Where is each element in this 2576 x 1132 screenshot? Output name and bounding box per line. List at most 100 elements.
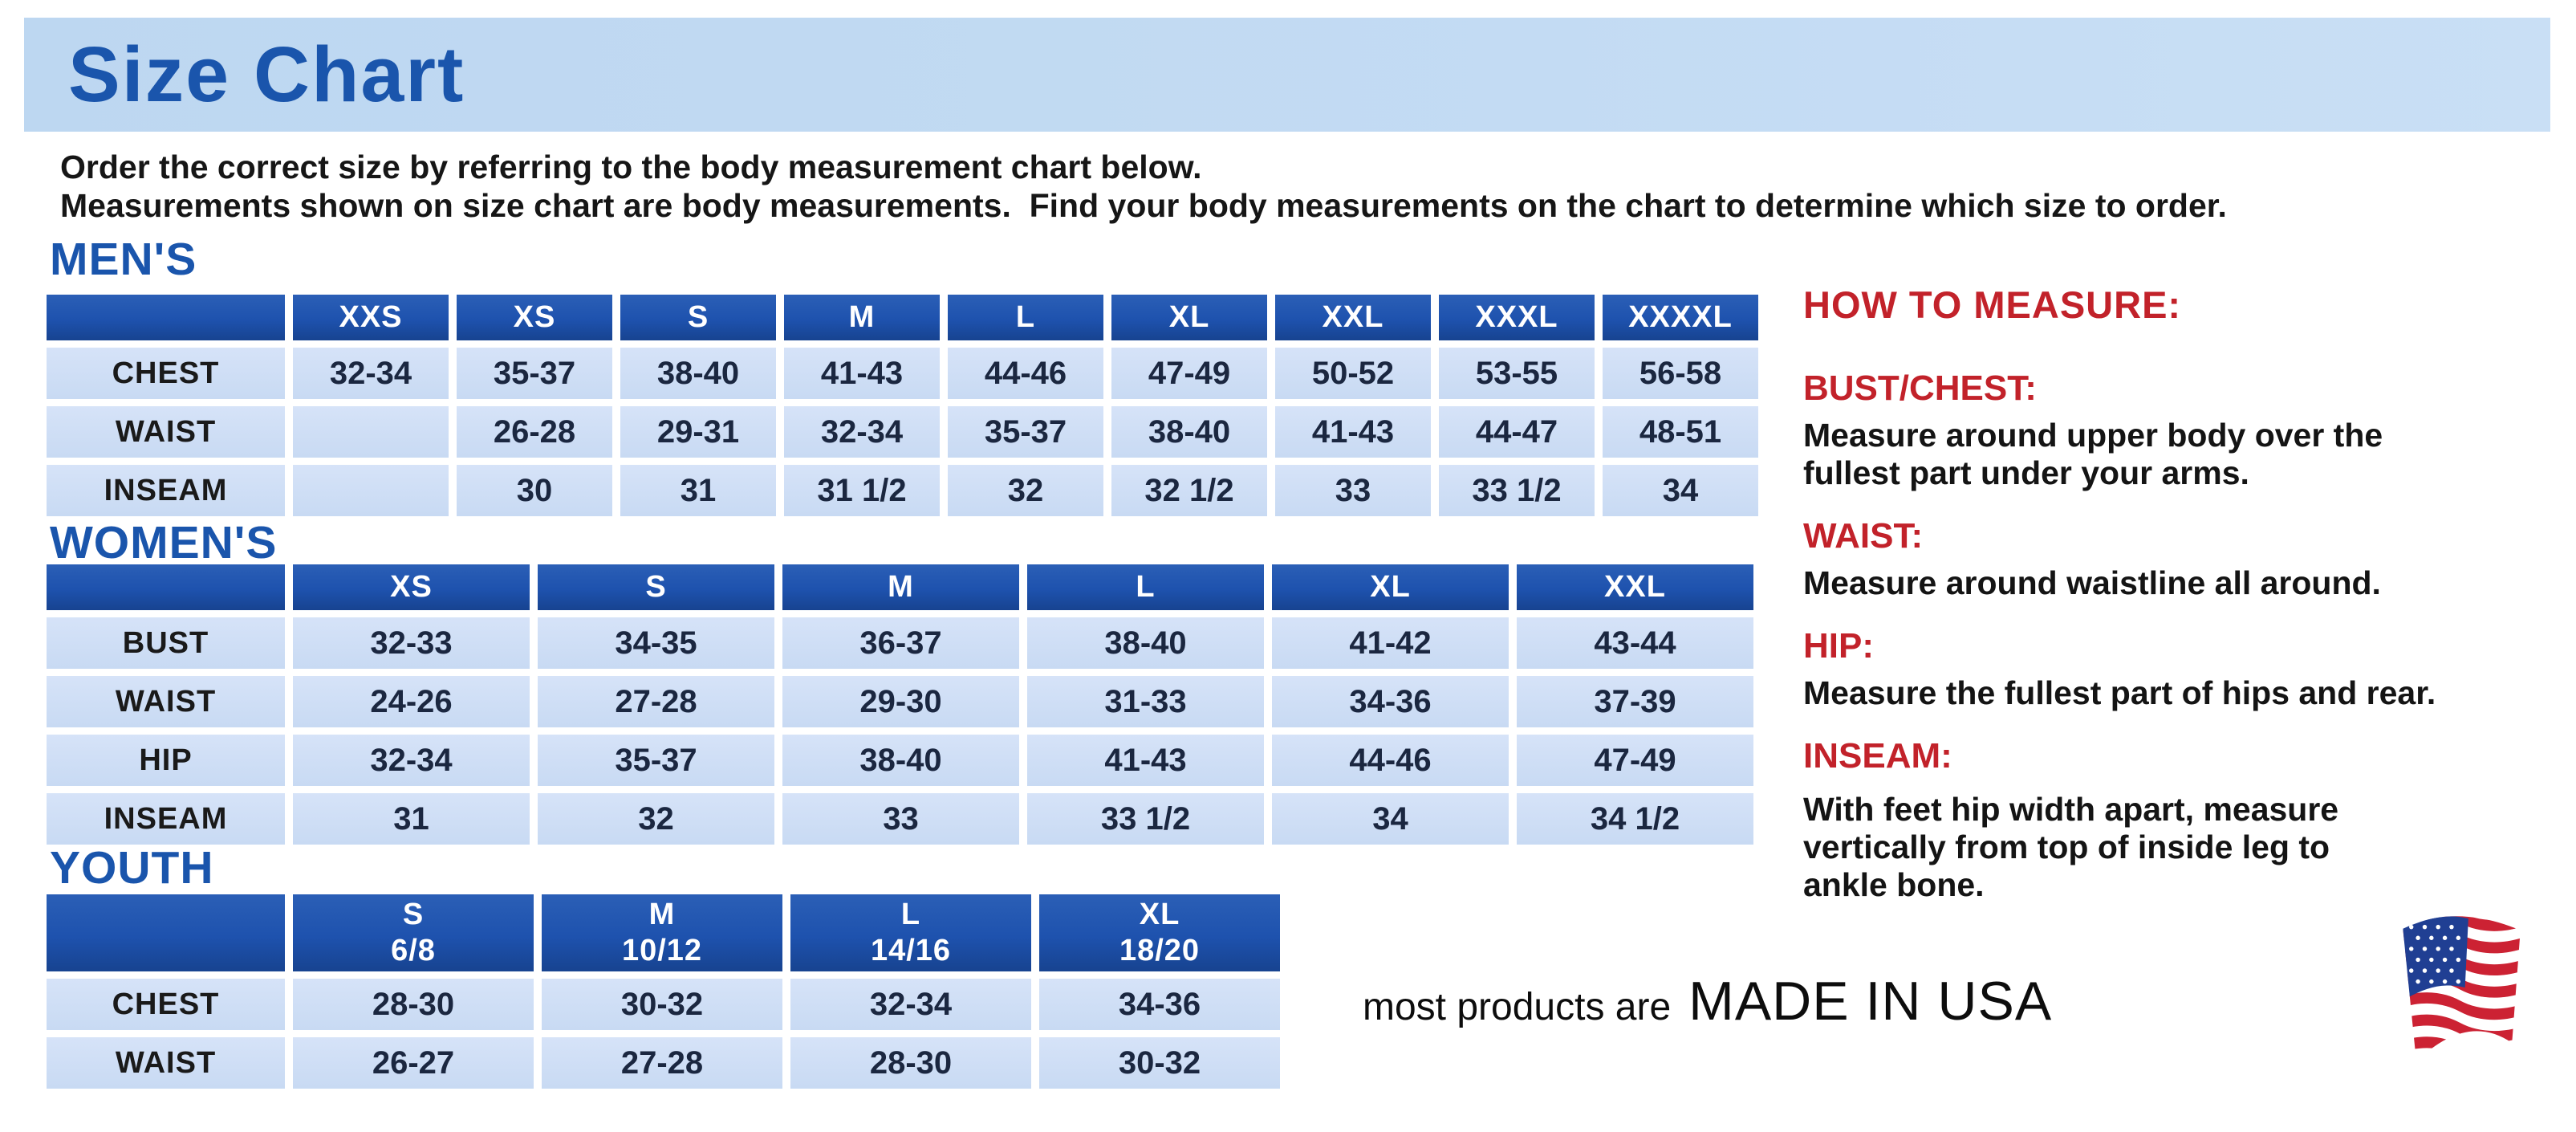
measure-text: Measure the fullest part of hips and rea… xyxy=(1803,674,2436,711)
size-cell: 28-30 xyxy=(790,1037,1031,1089)
measure-text: Measure around waistline all around. xyxy=(1803,564,2381,601)
size-cell: 41-43 xyxy=(1275,406,1431,458)
size-cell: 34-36 xyxy=(1039,979,1280,1030)
column-header: L xyxy=(948,295,1103,340)
size-cell: 53-55 xyxy=(1439,348,1595,399)
header-row: XXS XS S M L XL XXL XXXL XXXXL xyxy=(47,295,1758,340)
column-header: XXXL xyxy=(1439,295,1595,340)
table-row: CHEST 28-30 30-32 32-34 34-36 xyxy=(47,979,1280,1030)
header-row: S 6/8 M 10/12 L 14/16 XL 18/20 xyxy=(47,894,1280,971)
size-cell: 35-37 xyxy=(538,735,774,786)
row-label: INSEAM xyxy=(47,793,285,845)
size-cell: 27-28 xyxy=(538,676,774,727)
column-header-range: 18/20 xyxy=(1119,934,1201,967)
womens-size-table: XS S M L XL XXL BUST 32-33 34-35 36-37 38-40 41-42 4… xyxy=(39,557,1761,852)
measure-item-waist: WAIST: Measure around waistline all arou… xyxy=(1803,516,2550,602)
column-header: S xyxy=(538,564,774,610)
title-banner: Size Chart xyxy=(24,18,2550,132)
column-header: L xyxy=(1027,564,1264,610)
how-to-measure-section: HOW TO MEASURE: BUST/CHEST: Measure arou… xyxy=(1803,283,2550,928)
mens-size-table: XXS XS S M L XL XXL XXXL XXXXL CHEST 32-34 35-37 38-… xyxy=(39,287,1766,523)
size-cell: 32-34 xyxy=(293,348,449,399)
column-header-range: 14/16 xyxy=(870,934,952,967)
size-cell: 30-32 xyxy=(1039,1037,1280,1089)
size-cell: 26-27 xyxy=(293,1037,534,1089)
column-header: XL 18/20 xyxy=(1039,894,1280,971)
size-cell: 28-30 xyxy=(293,979,534,1030)
measure-label: BUST/CHEST: xyxy=(1803,369,2037,408)
table-row: BUST 32-33 34-35 36-37 38-40 41-42 43-44 xyxy=(47,617,1753,669)
size-cell: 38-40 xyxy=(1027,617,1264,669)
size-cell: 47-49 xyxy=(1517,735,1753,786)
corner-cell xyxy=(47,295,285,340)
size-cell: 56-58 xyxy=(1603,348,1758,399)
womens-section-heading: WOMEN'S xyxy=(50,517,278,568)
table-row: WAIST 26-27 27-28 28-30 30-32 xyxy=(47,1037,1280,1089)
row-label: CHEST xyxy=(47,348,285,399)
size-cell: 29-31 xyxy=(620,406,776,458)
usa-flag-icon xyxy=(2403,916,2521,1061)
column-header: XS xyxy=(457,295,612,340)
size-cell: 33 1/2 xyxy=(1439,465,1595,516)
measure-label: INSEAM: xyxy=(1803,736,1952,776)
column-header: XL xyxy=(1111,295,1267,340)
column-header-size: L xyxy=(900,898,921,932)
size-cell: 31-33 xyxy=(1027,676,1264,727)
how-to-measure-heading: HOW TO MEASURE: xyxy=(1803,283,2182,326)
column-header: M xyxy=(782,564,1019,610)
youth-section-heading: YOUTH xyxy=(50,842,214,894)
size-cell xyxy=(293,406,449,458)
size-cell: 30 xyxy=(457,465,612,516)
size-cell: 32-33 xyxy=(293,617,530,669)
size-cell: 44-46 xyxy=(1272,735,1509,786)
footer-prefix-text: most products are xyxy=(1363,986,1672,1028)
size-cell: 38-40 xyxy=(620,348,776,399)
size-cell: 48-51 xyxy=(1603,406,1758,458)
column-header: M xyxy=(784,295,940,340)
intro-line-1: Order the correct size by referring to t… xyxy=(60,149,1202,185)
size-cell: 32 xyxy=(948,465,1103,516)
size-cell: 36-37 xyxy=(782,617,1019,669)
header-row: XS S M L XL XXL xyxy=(47,564,1753,610)
measure-text: With feet hip width apart, measure verti… xyxy=(1803,791,2339,903)
column-header-size: S xyxy=(402,898,425,932)
size-cell: 47-49 xyxy=(1111,348,1267,399)
table-row: WAIST 24-26 27-28 29-30 31-33 34-36 37-39 xyxy=(47,676,1753,727)
size-cell: 35-37 xyxy=(457,348,612,399)
table-row: WAIST 26-28 29-31 32-34 35-37 38-40 41-43 44-47… xyxy=(47,406,1758,458)
size-cell: 43-44 xyxy=(1517,617,1753,669)
table-row: INSEAM 30 31 31 1/2 32 32 1/2 33 33 1/2 34 xyxy=(47,465,1758,516)
column-header: XS xyxy=(293,564,530,610)
size-cell: 34 1/2 xyxy=(1517,793,1753,845)
row-label: BUST xyxy=(47,617,285,669)
measure-item-bust-chest: BUST/CHEST: Measure around upper body ov… xyxy=(1803,369,2550,492)
measure-item-inseam: INSEAM: With feet hip width apart, measu… xyxy=(1803,736,2550,904)
column-header: S 6/8 xyxy=(293,894,534,971)
corner-cell xyxy=(47,564,285,610)
size-cell: 30-32 xyxy=(542,979,782,1030)
size-cell: 38-40 xyxy=(1111,406,1267,458)
column-header: XXS xyxy=(293,295,449,340)
size-cell: 29-30 xyxy=(782,676,1019,727)
row-label: WAIST xyxy=(47,406,285,458)
column-header: XL xyxy=(1272,564,1509,610)
column-header-range: 10/12 xyxy=(621,934,703,967)
column-header-size: M xyxy=(648,898,676,932)
table-row: INSEAM 31 32 33 33 1/2 34 34 1/2 xyxy=(47,793,1753,845)
youth-size-table: S 6/8 M 10/12 L 14/16 XL 18/20 CHEST 28-30 30-32 32… xyxy=(39,887,1288,1096)
column-header-size: XL xyxy=(1139,898,1180,932)
size-cell: 33 xyxy=(1275,465,1431,516)
mens-section-heading: MEN'S xyxy=(50,234,197,285)
intro-line-2: Measurements shown on size chart are bod… xyxy=(60,187,2227,224)
size-cell: 31 xyxy=(620,465,776,516)
size-cell: 50-52 xyxy=(1275,348,1431,399)
column-header: L 14/16 xyxy=(790,894,1031,971)
column-header: XXL xyxy=(1275,295,1431,340)
size-cell xyxy=(293,465,449,516)
row-label: CHEST xyxy=(47,979,285,1030)
size-cell: 37-39 xyxy=(1517,676,1753,727)
size-cell: 44-46 xyxy=(948,348,1103,399)
size-cell: 35-37 xyxy=(948,406,1103,458)
made-in-usa-line: most products are MADE IN USA xyxy=(1363,970,2052,1032)
